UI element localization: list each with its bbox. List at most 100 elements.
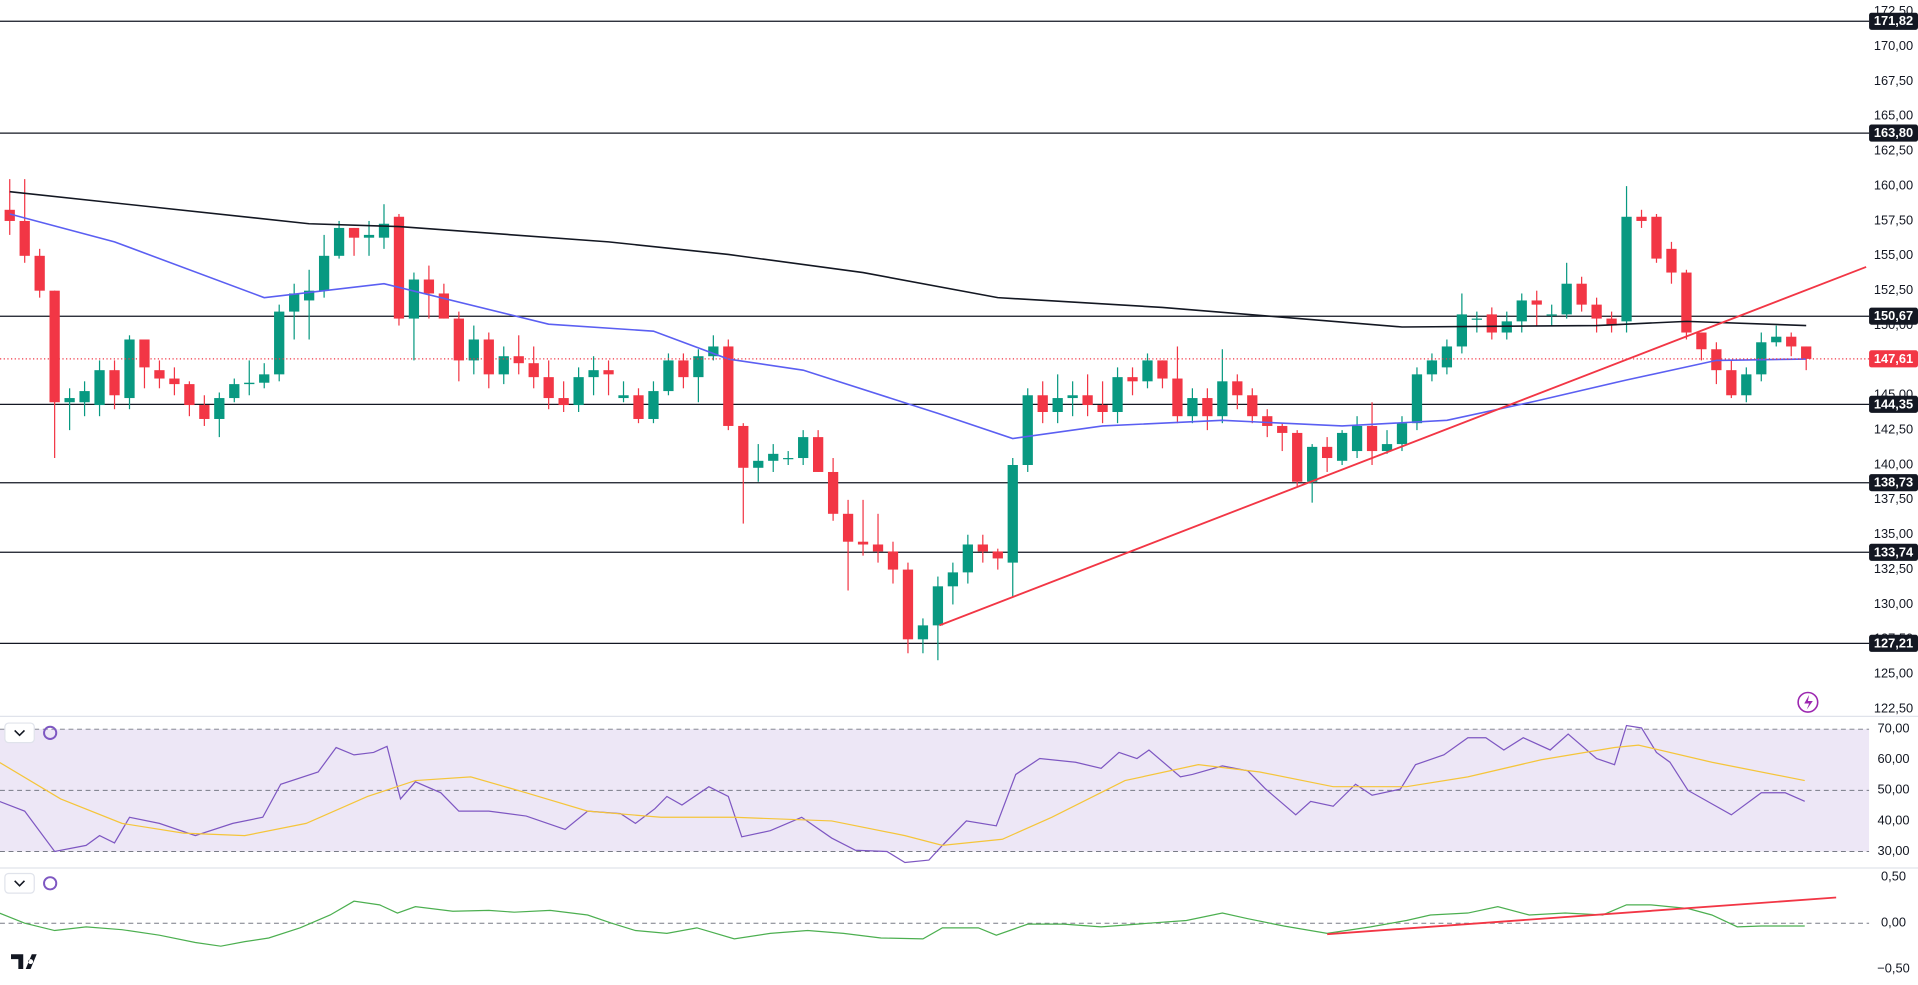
candle-body	[708, 346, 719, 357]
candle-body	[49, 290, 60, 403]
level-label: 133,74	[1874, 544, 1914, 559]
candle-body	[1322, 446, 1333, 459]
y-tick-label: 60,00	[1877, 751, 1909, 766]
candle-body	[1127, 377, 1138, 382]
candle-body	[1187, 398, 1198, 417]
pane-toggle[interactable]	[4, 872, 35, 894]
candle-body	[378, 223, 390, 238]
y-tick-label: 155,00	[1874, 247, 1913, 262]
candle-body	[109, 370, 120, 396]
level-label: 171,82	[1874, 13, 1913, 28]
candle-body	[693, 356, 704, 378]
candle-body	[289, 293, 300, 312]
candle-body	[229, 384, 240, 399]
candle-body	[79, 391, 90, 403]
candle-body	[1696, 332, 1707, 350]
candle-body	[348, 227, 360, 238]
candle-body	[1052, 398, 1063, 413]
candle-body	[1217, 381, 1228, 417]
last-price-tag	[1869, 350, 1918, 368]
candle-body	[34, 255, 45, 291]
candle-body	[1681, 272, 1692, 333]
level-tag	[1869, 634, 1918, 652]
candle-body	[1112, 377, 1123, 413]
level-label: 163,80	[1874, 125, 1913, 140]
candle-body	[1801, 346, 1812, 359]
candle-body	[1277, 425, 1288, 433]
candle-body	[1262, 416, 1273, 426]
indicator-line	[0, 744, 1805, 847]
candle-body	[1651, 216, 1662, 259]
lightning-button[interactable]	[1797, 691, 1819, 713]
candle-body	[318, 255, 330, 291]
y-tick-label: 122,50	[1874, 700, 1913, 715]
candle-body	[1561, 283, 1572, 315]
candle-body	[902, 569, 914, 640]
candle-body	[169, 378, 180, 385]
level-label: 138,73	[1874, 475, 1913, 490]
candle-body	[244, 382, 255, 385]
candle-body	[1411, 374, 1423, 424]
candle-body	[154, 370, 165, 379]
candle-body	[124, 339, 135, 399]
candle-body	[1067, 395, 1078, 399]
moving-average	[9, 190, 1807, 328]
candle-body	[94, 370, 105, 406]
indicator-line	[0, 724, 1805, 864]
candle-body	[1097, 405, 1108, 413]
candle-body	[1351, 425, 1363, 452]
candle-body	[259, 374, 270, 383]
y-tick-label: 152,50	[1874, 282, 1913, 297]
candle-body	[1786, 336, 1797, 347]
y-tick-label: 130,00	[1874, 596, 1913, 611]
candle-body	[1636, 216, 1647, 221]
last-price-label: 147,61	[1874, 351, 1913, 366]
y-tick-label: 40,00	[1877, 812, 1909, 827]
candle-body	[199, 405, 210, 419]
candle-body	[1456, 314, 1468, 347]
candle-body	[19, 220, 30, 256]
pane-refresh[interactable]	[43, 876, 58, 891]
candle-body	[543, 377, 554, 399]
candle-body	[1172, 378, 1183, 417]
candle-body	[1247, 395, 1258, 417]
candle-body	[1037, 395, 1048, 413]
candle-body	[992, 551, 1003, 559]
level-tag	[1869, 307, 1918, 325]
candle-body	[1591, 304, 1602, 319]
candle-body	[423, 279, 435, 294]
candle-body	[139, 339, 150, 368]
candle-body	[393, 216, 405, 319]
candle-body	[1007, 464, 1018, 563]
level-label: 150,67	[1874, 308, 1913, 323]
candle-body	[842, 513, 854, 542]
y-tick-label: 135,00	[1874, 526, 1913, 541]
candle-body	[633, 395, 644, 419]
y-tick-label: 160,00	[1874, 177, 1913, 192]
candle-body	[753, 460, 764, 468]
candle-body	[857, 541, 869, 545]
pane-refresh[interactable]	[43, 725, 58, 740]
candle-body	[678, 360, 689, 378]
y-tick-label: 140,00	[1874, 456, 1913, 471]
candle-body	[947, 572, 959, 587]
candle-body	[1756, 342, 1767, 375]
level-tag	[1869, 12, 1918, 30]
y-tick-label: 170,00	[1874, 38, 1913, 53]
y-tick-label: 165,00	[1874, 108, 1913, 123]
y-tick-label: 162,50	[1874, 143, 1913, 158]
moving-average	[9, 213, 1807, 440]
y-tick-label: 30,00	[1877, 843, 1909, 858]
candle-body	[558, 398, 569, 406]
candle-body	[4, 209, 15, 221]
candle-body	[528, 363, 539, 378]
candle-body	[468, 339, 479, 361]
pane-toggle[interactable]	[4, 722, 35, 744]
y-tick-label: 125,00	[1874, 666, 1913, 681]
candle-body	[333, 227, 345, 256]
y-tick-label: 167,50	[1874, 73, 1913, 88]
candle-body	[1486, 314, 1497, 333]
candle-body	[783, 458, 794, 460]
